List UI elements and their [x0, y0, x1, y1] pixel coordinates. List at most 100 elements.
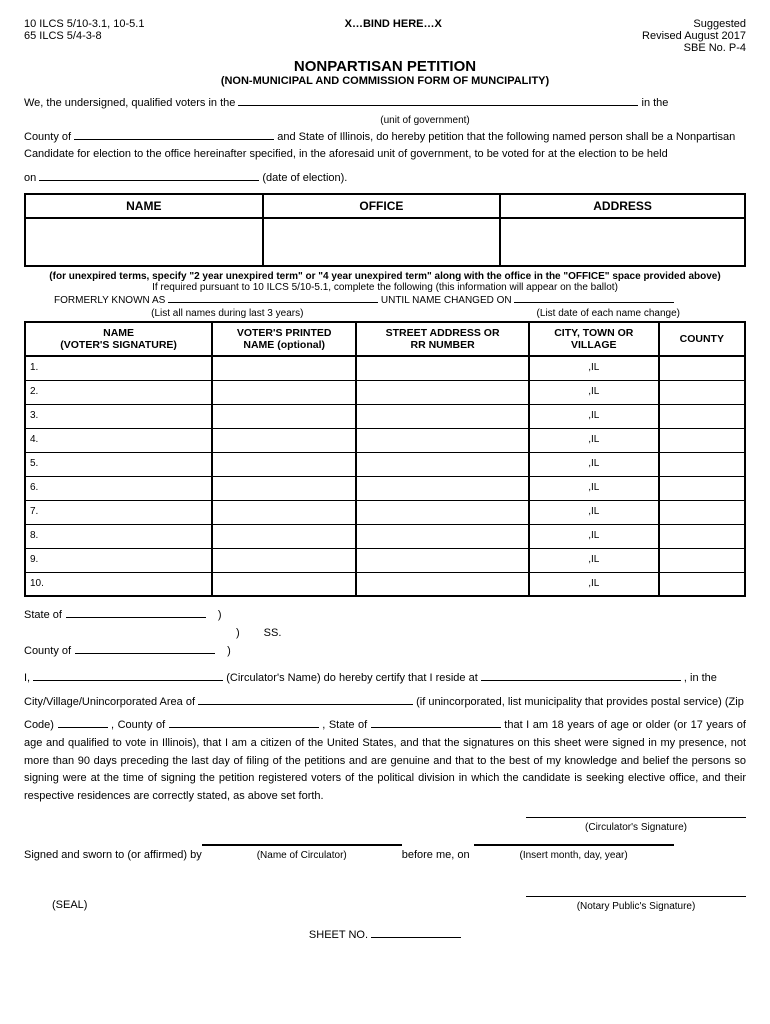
sig-row: 6. ,IL: [25, 476, 745, 500]
insert-date-label: (Insert month, day, year): [474, 845, 674, 864]
intro-block: We, the undersigned, qualified voters in…: [24, 95, 746, 187]
sig-cell-num[interactable]: 8.: [25, 524, 212, 548]
cand-cell-address[interactable]: [500, 218, 745, 266]
header-left: 10 ILCS 5/10-3.1, 10-5.1 65 ILCS 5/4-3-8: [24, 18, 144, 42]
sig-cell-city[interactable]: ,IL: [529, 452, 659, 476]
sig-cell-city[interactable]: ,IL: [529, 548, 659, 572]
county-blank[interactable]: [74, 139, 274, 140]
sig-cell-county[interactable]: [659, 548, 745, 572]
cand-head-address: ADDRESS: [500, 194, 745, 218]
required-note: If required pursuant to 10 ILCS 5/10-5.1…: [24, 282, 746, 293]
affidavit-block: State of ) ) SS. County of ) I, (Circula…: [24, 607, 746, 944]
sig-row: 5. ,IL: [25, 452, 745, 476]
sworn-pre: Signed and sworn to (or affirmed) by: [24, 847, 202, 865]
formerly-mid: UNTIL NAME CHANGED ON: [381, 295, 515, 306]
sig-row: 9. ,IL: [25, 548, 745, 572]
sig-cell-city[interactable]: ,IL: [529, 404, 659, 428]
sig-cell-street[interactable]: [356, 548, 529, 572]
circ-name-blank[interactable]: [33, 680, 223, 681]
cand-cell-name[interactable]: [25, 218, 263, 266]
state-of-label: State of: [24, 607, 62, 625]
sig-cell-county[interactable]: [659, 428, 745, 452]
unexpired-note: (for unexpired terms, specify "2 year un…: [24, 271, 746, 282]
sig-cell-printed[interactable]: [212, 524, 356, 548]
header-right: Suggested Revised August 2017 SBE No. P-…: [642, 18, 746, 54]
sig-cell-printed[interactable]: [212, 356, 356, 380]
sig-cell-city[interactable]: ,IL: [529, 380, 659, 404]
sig-cell-num[interactable]: 6.: [25, 476, 212, 500]
sig-cell-street[interactable]: [356, 452, 529, 476]
sig-cell-printed[interactable]: [212, 452, 356, 476]
sig-cell-street[interactable]: [356, 380, 529, 404]
sig-cell-street[interactable]: [356, 404, 529, 428]
sig-cell-num[interactable]: 10.: [25, 572, 212, 596]
sig-cell-city[interactable]: ,IL: [529, 356, 659, 380]
county2-blank[interactable]: [169, 727, 319, 728]
sig-cell-city[interactable]: ,IL: [529, 524, 659, 548]
sig-cell-printed[interactable]: [212, 548, 356, 572]
sig-cell-county[interactable]: [659, 380, 745, 404]
circ-sig-row: (Circulator's Signature): [24, 817, 746, 836]
sheet-no-blank[interactable]: [371, 937, 461, 938]
i-pre: I,: [24, 672, 33, 684]
sig-cell-printed[interactable]: [212, 404, 356, 428]
sig-cell-num[interactable]: 4.: [25, 428, 212, 452]
county-of-2: , County of: [111, 719, 165, 731]
cityvillage-blank[interactable]: [198, 704, 413, 705]
sig-cell-num[interactable]: 7.: [25, 500, 212, 524]
sbe-number: SBE No. P-4: [642, 42, 746, 54]
reside-blank[interactable]: [481, 680, 681, 681]
sig-cell-printed[interactable]: [212, 572, 356, 596]
sig-cell-num[interactable]: 1.: [25, 356, 212, 380]
sig-cell-street[interactable]: [356, 428, 529, 452]
formerly-row: FORMERLY KNOWN AS UNTIL NAME CHANGED ON: [24, 293, 746, 308]
formerly-name-blank[interactable]: [168, 302, 378, 303]
ss-label: SS.: [264, 625, 282, 643]
cand-cell-office[interactable]: [263, 218, 501, 266]
unit-blank[interactable]: [238, 105, 638, 106]
sig-cell-street[interactable]: [356, 500, 529, 524]
bind-here: X…BIND HERE…X: [345, 18, 442, 30]
age-clause: that I am 18 years of age or older (or 1…: [24, 719, 746, 801]
sig-row: 8. ,IL: [25, 524, 745, 548]
sig-cell-city[interactable]: ,IL: [529, 572, 659, 596]
circ-name-label: (Circulator's Name) do hereby certify th…: [226, 672, 481, 684]
county-of-label: County of: [24, 643, 71, 661]
sig-cell-county[interactable]: [659, 572, 745, 596]
sig-cell-county[interactable]: [659, 356, 745, 380]
sig-head-printed: VOTER'S PRINTEDNAME (optional): [212, 322, 356, 356]
sig-cell-printed[interactable]: [212, 380, 356, 404]
formerly-date-blank[interactable]: [514, 302, 674, 303]
state-blank[interactable]: [66, 617, 206, 618]
sig-cell-county[interactable]: [659, 452, 745, 476]
sig-cell-city[interactable]: ,IL: [529, 428, 659, 452]
sig-cell-num[interactable]: 5.: [25, 452, 212, 476]
state-of-2: , State of: [322, 719, 367, 731]
sig-cell-street[interactable]: [356, 476, 529, 500]
sig-cell-num[interactable]: 9.: [25, 548, 212, 572]
list-dates-caption: (List date of each name change): [371, 308, 746, 319]
suggested-label: Suggested: [642, 18, 746, 30]
sig-row: 2. ,IL: [25, 380, 745, 404]
sig-cell-num[interactable]: 2.: [25, 380, 212, 404]
sig-cell-num[interactable]: 3.: [25, 404, 212, 428]
sig-cell-city[interactable]: ,IL: [529, 500, 659, 524]
state2-blank[interactable]: [371, 727, 501, 728]
sig-cell-street[interactable]: [356, 356, 529, 380]
on-pre: on: [24, 172, 36, 184]
sig-row: 3. ,IL: [25, 404, 745, 428]
sig-cell-printed[interactable]: [212, 428, 356, 452]
sig-cell-street[interactable]: [356, 572, 529, 596]
sig-cell-county[interactable]: [659, 500, 745, 524]
sig-cell-street[interactable]: [356, 524, 529, 548]
sig-cell-county[interactable]: [659, 524, 745, 548]
aff-county-blank[interactable]: [75, 653, 215, 654]
sig-cell-city[interactable]: ,IL: [529, 476, 659, 500]
sig-cell-county[interactable]: [659, 476, 745, 500]
sig-cell-printed[interactable]: [212, 500, 356, 524]
date-blank[interactable]: [39, 180, 259, 181]
candidate-line: Candidate for election to the office her…: [24, 146, 746, 164]
zip-blank[interactable]: [58, 727, 108, 728]
sig-cell-printed[interactable]: [212, 476, 356, 500]
sig-cell-county[interactable]: [659, 404, 745, 428]
